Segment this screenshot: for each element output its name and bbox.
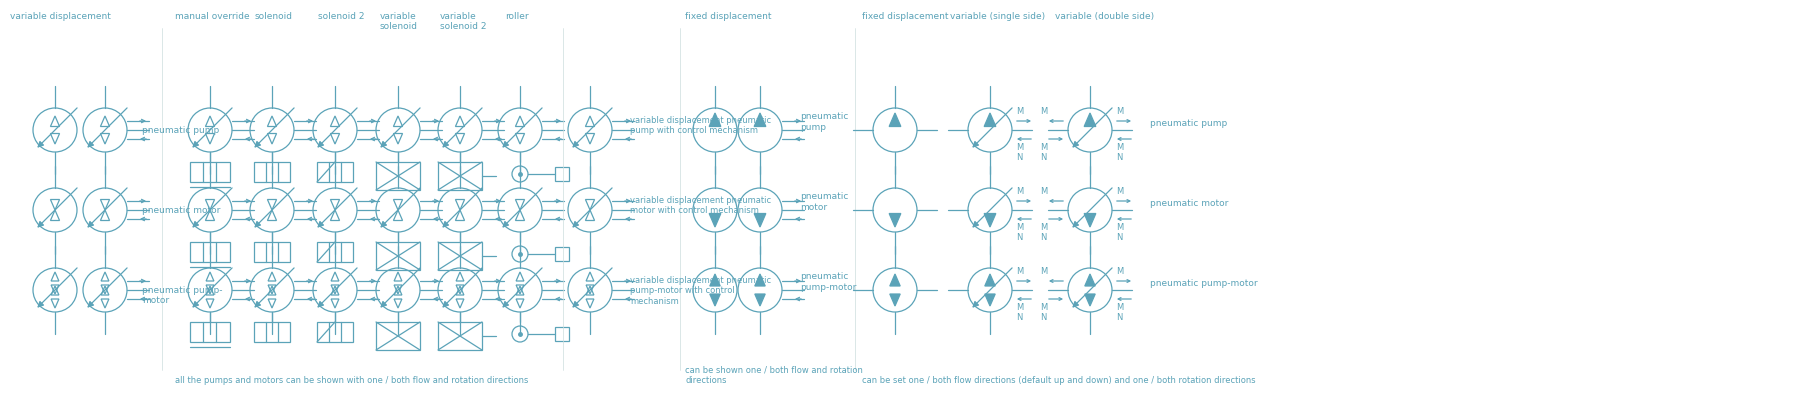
Polygon shape: [890, 294, 901, 306]
Polygon shape: [984, 113, 997, 126]
Bar: [439, 162, 482, 190]
Polygon shape: [890, 274, 901, 286]
Text: N: N: [1116, 234, 1122, 242]
Text: pneumatic
pump: pneumatic pump: [801, 112, 848, 132]
Polygon shape: [1085, 274, 1094, 286]
Text: pneumatic pump: pneumatic pump: [1151, 120, 1227, 128]
Text: M: M: [1017, 267, 1024, 276]
Polygon shape: [754, 113, 766, 126]
Polygon shape: [756, 274, 765, 286]
Text: M: M: [1116, 187, 1123, 196]
Text: pneumatic
pump-motor: pneumatic pump-motor: [801, 272, 857, 292]
Text: all the pumps and motors can be shown with one / both flow and rotation directio: all the pumps and motors can be shown wi…: [176, 376, 529, 385]
Polygon shape: [710, 294, 719, 306]
Text: M: M: [1040, 303, 1047, 313]
Text: pneumatic
motor: pneumatic motor: [801, 192, 848, 212]
Text: can be set one / both flow directions (default up and down) and one / both rotat: can be set one / both flow directions (d…: [863, 376, 1256, 385]
Polygon shape: [1084, 213, 1096, 227]
Bar: [254, 242, 290, 262]
Text: M: M: [1040, 187, 1047, 196]
Text: solenoid: solenoid: [255, 12, 294, 21]
Polygon shape: [708, 113, 721, 126]
Bar: [439, 322, 482, 350]
Text: variable displacement pneumatic
motor with control mechanism: variable displacement pneumatic motor wi…: [631, 196, 772, 215]
Polygon shape: [754, 213, 766, 227]
Text: variable
solenoid 2: variable solenoid 2: [440, 12, 486, 32]
Bar: [190, 322, 230, 342]
Text: can be shown one / both flow and rotation
directions: can be shown one / both flow and rotatio…: [685, 366, 863, 385]
Text: M: M: [1116, 223, 1123, 232]
Polygon shape: [984, 274, 995, 286]
Bar: [554, 327, 569, 341]
Polygon shape: [1085, 294, 1094, 306]
Bar: [554, 247, 569, 261]
Text: M: M: [1040, 107, 1047, 116]
Text: manual override: manual override: [176, 12, 250, 21]
Text: M: M: [1040, 267, 1047, 276]
Polygon shape: [710, 274, 719, 286]
Text: solenoid 2: solenoid 2: [317, 12, 364, 21]
Bar: [317, 242, 353, 262]
Bar: [254, 162, 290, 182]
Text: N: N: [1017, 234, 1022, 242]
Polygon shape: [890, 113, 901, 126]
Text: N: N: [1116, 154, 1122, 162]
Text: roller: roller: [506, 12, 529, 21]
Text: pneumatic pump: pneumatic pump: [141, 126, 219, 135]
Text: variable displacement: variable displacement: [11, 12, 111, 21]
Bar: [317, 162, 353, 182]
Text: M: M: [1017, 107, 1024, 116]
Text: M: M: [1017, 187, 1024, 196]
Text: N: N: [1017, 314, 1022, 322]
Text: M: M: [1017, 303, 1024, 313]
Text: variable displacement pneumatic
pump with control mechanism: variable displacement pneumatic pump wit…: [631, 116, 772, 135]
Text: M: M: [1040, 223, 1047, 232]
Bar: [190, 242, 230, 262]
Bar: [439, 242, 482, 270]
Text: M: M: [1017, 143, 1024, 152]
Text: pneumatic pump-motor: pneumatic pump-motor: [1151, 280, 1258, 288]
Text: pneumatic pump-
motor: pneumatic pump- motor: [141, 286, 223, 305]
Text: pneumatic motor: pneumatic motor: [141, 206, 221, 215]
Text: M: M: [1017, 223, 1024, 232]
Bar: [254, 322, 290, 342]
Text: N: N: [1040, 154, 1046, 162]
Bar: [377, 322, 420, 350]
Text: M: M: [1116, 143, 1123, 152]
Text: N: N: [1017, 154, 1022, 162]
Text: fixed displacement: fixed displacement: [685, 12, 772, 21]
Polygon shape: [984, 213, 997, 227]
Text: N: N: [1116, 314, 1122, 322]
Text: N: N: [1040, 314, 1046, 322]
Bar: [317, 322, 353, 342]
Bar: [190, 162, 230, 182]
Polygon shape: [708, 213, 721, 227]
Text: fixed displacement: fixed displacement: [863, 12, 948, 21]
Polygon shape: [984, 294, 995, 306]
Text: variable
solenoid: variable solenoid: [381, 12, 419, 32]
Text: variable (single side): variable (single side): [949, 12, 1046, 21]
Polygon shape: [1084, 113, 1096, 126]
Bar: [377, 162, 420, 190]
Text: variable (double side): variable (double side): [1055, 12, 1154, 21]
Text: N: N: [1040, 234, 1046, 242]
Text: M: M: [1116, 107, 1123, 116]
Bar: [554, 167, 569, 181]
Text: M: M: [1116, 267, 1123, 276]
Text: M: M: [1040, 143, 1047, 152]
Text: variable displacement pneumatic
pump-motor with control
mechanism: variable displacement pneumatic pump-mot…: [631, 276, 772, 306]
Bar: [377, 242, 420, 270]
Polygon shape: [756, 294, 765, 306]
Text: M: M: [1116, 303, 1123, 313]
Polygon shape: [890, 213, 901, 227]
Text: pneumatic motor: pneumatic motor: [1151, 200, 1229, 208]
